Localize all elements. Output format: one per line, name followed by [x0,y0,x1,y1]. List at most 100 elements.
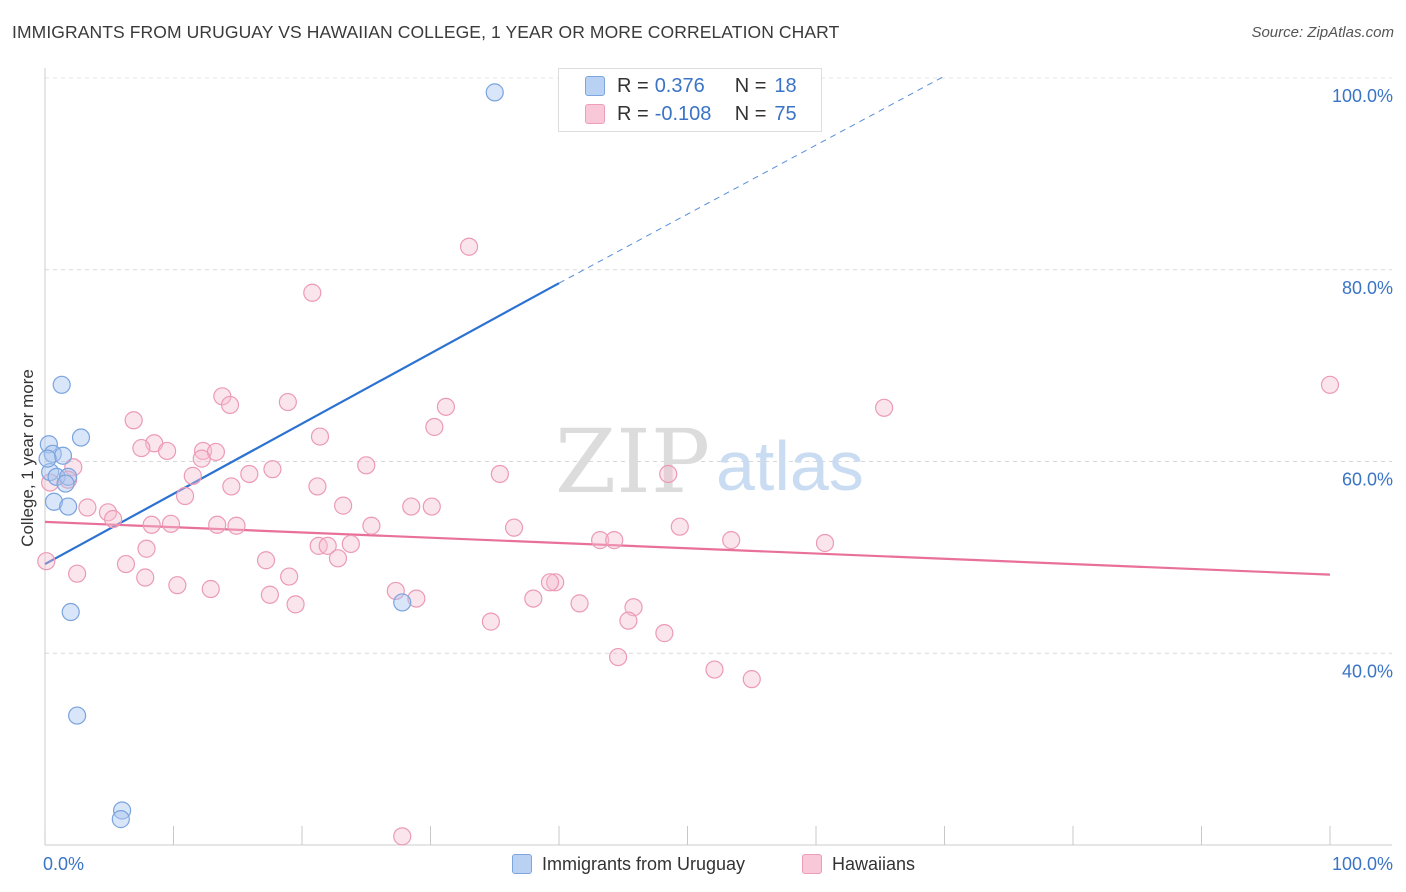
pink-point [161,514,181,533]
n-value: 18 [774,74,797,97]
uruguay-swatch [585,76,605,96]
blue-point [71,428,91,447]
pink-point [303,283,322,302]
pink-point [334,496,353,515]
pink-point [705,660,724,679]
r-label: R = [617,74,649,97]
legend-label: Hawaiians [832,853,916,874]
pink-point [263,460,282,479]
pink-point [504,518,524,537]
blue-point [53,446,73,465]
pink-point [605,531,624,550]
n-value: 75 [774,102,797,125]
pink-point [659,464,678,484]
pink-point [393,827,412,846]
stats-legend-row-hawaiians: R = -0.108 N = 75 [559,100,797,128]
y-tick-label: 100.0% [1332,86,1393,106]
pink-point [137,539,156,558]
pink-point [619,611,638,630]
gridlines [45,77,1392,654]
blue-trend-line [44,282,560,566]
pink-point [136,568,155,587]
blue-point [56,474,75,493]
blue-point [38,449,57,468]
legend-label: Immigrants from Uruguay [542,853,746,874]
pink-point [260,585,279,604]
pink-point [104,509,123,529]
blue-trend-extension [558,75,945,284]
blue-point [485,83,504,102]
pink-point [157,441,177,461]
source-label: Source: ZipAtlas.com [1251,24,1394,41]
hawaiians-legend-swatch [802,854,822,874]
watermark-zip: ZIP [555,410,710,513]
pink-point [116,554,136,574]
pink-point [407,589,426,608]
pink-point [183,466,202,485]
pink-point [328,549,348,568]
pink-point [286,595,305,614]
y-tick-label: 60.0% [1342,470,1393,490]
pink-point [78,498,97,517]
pink-point [362,516,381,535]
blue-point [39,435,58,454]
r-value: -0.108 [654,102,712,125]
pink-point [722,531,741,550]
pink-point [742,670,761,689]
r-value: 0.376 [654,74,705,97]
blue-point [52,375,71,394]
data-points [37,83,1340,846]
pink-point [208,515,227,534]
pink-point [609,647,628,667]
pink-point [1320,375,1340,394]
pink-point [142,515,161,534]
series-legend: Immigrants from Uruguay Hawaiians [0,851,1406,877]
pink-point [481,612,500,631]
n-label: N = [734,74,767,97]
pink-point [227,516,246,535]
pink-point [222,477,241,496]
pink-point [68,564,87,583]
pink-point [308,477,327,496]
watermark: ZIP atlas [555,410,864,513]
pink-point [193,441,213,461]
pink-trend-line [44,520,1331,576]
pink-point [192,449,211,468]
n-label: N = [734,102,767,125]
pink-point [220,395,240,415]
pink-point [815,533,835,553]
pink-point [655,624,674,643]
blue-point [111,810,130,829]
watermark-atlas: atlas [716,427,864,505]
pink-point [425,417,444,437]
x-tick-label: 0.0% [43,854,84,874]
blue-point [61,602,80,622]
pink-point [402,497,421,516]
blue-point [59,497,78,516]
pink-point [357,456,376,475]
pink-point [132,438,151,458]
pink-point [422,497,441,516]
pink-point [540,573,560,592]
hawaiians-swatch [585,104,605,124]
legend-item-hawaiians: Hawaiians [802,851,915,877]
legend-item-uruguay: Immigrants from Uruguay [512,851,745,877]
y-tick-label: 40.0% [1342,661,1393,681]
pink-point [240,464,259,484]
pink-point [310,427,330,446]
pink-point [591,531,610,550]
uruguay-legend-swatch [512,854,532,874]
pink-point [37,552,56,571]
pink-point [256,551,276,570]
pink-point [490,464,509,484]
pink-point [546,573,565,592]
pink-point [280,567,299,586]
pink-point [201,579,220,599]
pink-point [459,237,479,256]
chart-title: IMMIGRANTS FROM URUGUAY VS HAWAIIAN COLL… [12,22,840,42]
pink-point [624,598,643,617]
stats-legend: R = 0.376 N = 18 R = -0.108 N = 75 [558,68,822,132]
pink-point [124,411,143,430]
pink-point [318,536,337,555]
